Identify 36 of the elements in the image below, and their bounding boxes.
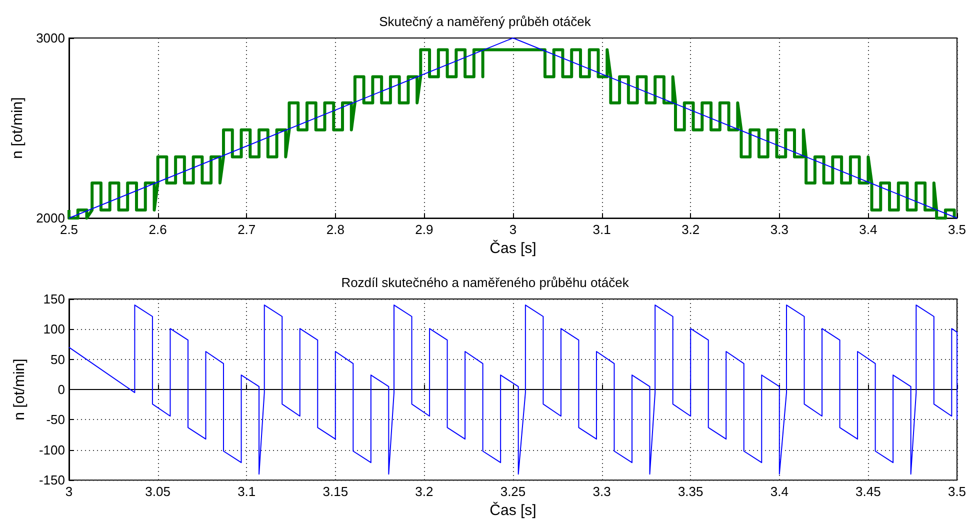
x-tick-label: 3.15 bbox=[322, 484, 348, 500]
x-tick-label: 3.3 bbox=[592, 484, 611, 500]
x-tick-label: 3 bbox=[65, 484, 73, 500]
y-tick-label: -150 bbox=[38, 472, 65, 488]
x-tick-label: 3.2 bbox=[682, 222, 700, 238]
y-tick-label: 150 bbox=[43, 292, 65, 306]
x-tick-label: 2.7 bbox=[238, 222, 256, 238]
x-axis-title: Čas [s] bbox=[490, 501, 536, 519]
y-axis-title: n [ot/min] bbox=[9, 97, 26, 159]
y-tick-label: -100 bbox=[38, 442, 65, 458]
x-tick-label: 3.1 bbox=[238, 484, 256, 500]
x-tick-label: 2.9 bbox=[415, 222, 434, 238]
chart-title: Skutečný a naměřený průběh otáček bbox=[379, 14, 592, 29]
y-tick-label: 3000 bbox=[36, 30, 65, 46]
x-tick-label: 3.1 bbox=[592, 222, 611, 238]
x-tick-label: 3.45 bbox=[856, 484, 881, 500]
x-axis-title: Čas [s] bbox=[490, 239, 536, 257]
x-tick-label: 3.4 bbox=[859, 222, 878, 238]
y-tick-label: 50 bbox=[50, 352, 65, 367]
x-tick-label: 3.2 bbox=[415, 484, 434, 500]
x-tick-label: 3.25 bbox=[500, 484, 526, 500]
x-tick-label: 2.8 bbox=[326, 222, 344, 238]
x-tick-label: 3.5 bbox=[948, 484, 966, 500]
x-tick-label: 3.05 bbox=[145, 484, 170, 500]
y-axis-title: n [ot/min] bbox=[11, 358, 28, 420]
x-tick-label: 2.6 bbox=[148, 222, 167, 238]
y-tick-label: 0 bbox=[58, 382, 65, 398]
y-tick-label: -50 bbox=[46, 412, 65, 428]
x-tick-label: 3.4 bbox=[770, 484, 788, 500]
chart-title: Rozdíl skutečného a naměřeného průběhu otáček bbox=[341, 275, 630, 290]
x-tick-label: 3 bbox=[509, 222, 517, 238]
x-tick-label: 3.3 bbox=[770, 222, 788, 238]
x-tick-label: 3.5 bbox=[948, 222, 966, 238]
line-series bbox=[68, 304, 958, 475]
y-tick-label: 100 bbox=[43, 322, 65, 337]
x-tick-label: 3.35 bbox=[678, 484, 704, 500]
